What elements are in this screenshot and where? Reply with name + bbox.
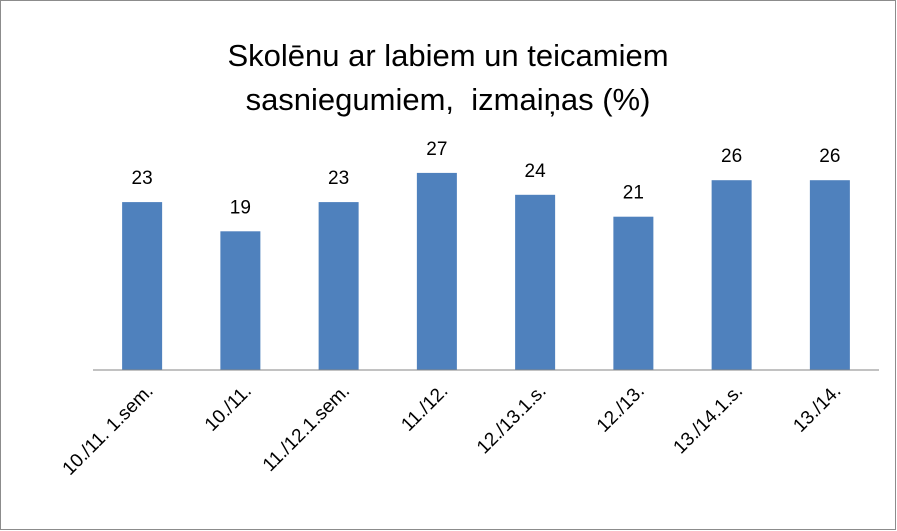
bar xyxy=(515,194,556,370)
bar xyxy=(809,180,850,370)
bar xyxy=(711,180,752,370)
bar xyxy=(613,216,654,370)
bar xyxy=(318,202,359,370)
data-label: 24 xyxy=(525,161,547,182)
data-label: 19 xyxy=(230,197,251,218)
data-label: 21 xyxy=(623,183,644,204)
bar xyxy=(416,172,457,370)
bar xyxy=(122,202,163,370)
data-label: 26 xyxy=(819,146,840,167)
data-label: 27 xyxy=(426,139,447,160)
chart-title: sasniegumiem, izmaiņas (%) xyxy=(246,82,651,117)
chart-title: Skolēnu ar labiem un teicamiem xyxy=(227,38,668,73)
bar xyxy=(220,231,261,370)
data-label: 23 xyxy=(132,168,153,189)
data-label: 23 xyxy=(328,168,349,189)
data-label: 26 xyxy=(721,146,742,167)
